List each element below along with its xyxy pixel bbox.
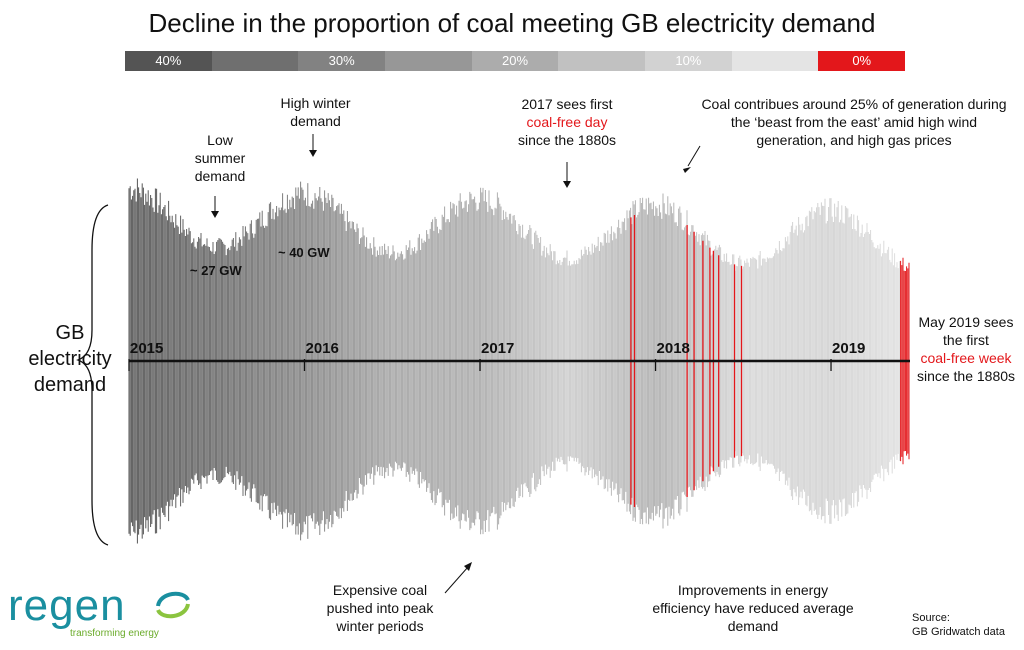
annotation-efficiency: Improvements in energy efficiency have r… [652,582,854,634]
legend-seg-6: 10% [645,51,732,71]
arrowhead-high-winter [309,150,317,157]
chart-title: Decline in the proportion of coal meetin… [148,8,876,38]
arrow-expensive-coal [444,566,469,594]
coal-free-day-pre: 2017 sees first [521,96,613,112]
arrowhead-coal-free-day [563,181,571,188]
x-tick-label: 2016 [306,340,339,357]
legend-seg-7 [731,51,819,71]
annotation-coal-free-day: 2017 sees first coal-free day since the … [497,95,637,149]
label-40gw: ~ 40 GW [278,245,330,260]
x-axis-ticks: 2015 2016 2017 2018 2019 [128,340,865,371]
source-line-1: Source: [912,612,950,624]
x-tick-label: 2017 [481,340,514,357]
legend-seg-0: 40% [125,51,212,71]
legend-seg-4: 20% [471,51,559,71]
legend-seg-5 [558,51,646,71]
annotation-arrows [211,134,701,594]
label-27gw: ~ 27 GW [190,263,242,278]
logo-wordmark: regen [8,581,126,630]
x-tick-label: 2018 [657,340,690,357]
color-scale-legend: 40% 30% 20% 10% 0% [125,51,906,71]
arrowhead-low-summer [211,211,219,218]
annotation-coal-free-week: May 2019 sees the first coal-free week s… [910,313,1022,385]
coal-free-week-pre: May 2019 sees the first [918,314,1014,348]
x-tick-label: 2015 [130,340,163,357]
annotation-high-winter: High winter demand [280,95,351,129]
legend-seg-1 [211,51,299,71]
arrowhead-beast [683,167,691,173]
source-note: Source: GB Gridwatch data [912,611,1005,639]
y-axis-label: GB electricity demand [28,322,112,396]
legend-seg-8: 0% [818,51,906,71]
regen-logo: regen transforming energy [8,581,193,642]
arrow-beast [687,145,701,167]
annotation-expensive-coal: Expensive coal pushed into peak winter p… [326,582,434,634]
logo-swirl-icon [156,591,190,619]
arrowhead-expensive-coal [464,562,472,571]
coal-free-day-post: since the 1880s [517,132,617,148]
source-line-2: GB Gridwatch data [912,626,1005,638]
coal-free-week-post: since the 1880s [916,368,1016,384]
annotation-low-summer: Low summer demand [194,132,246,184]
annotation-beast-from-east: Coal contribues around 25% of generation… [701,96,1007,148]
x-tick-label: 2019 [832,340,865,357]
legend-seg-3 [385,51,472,71]
coal-free-week-red: coal-free week [920,350,1012,366]
coal-free-day-red: coal-free day [526,114,608,130]
demand-brace [76,204,109,546]
logo-tagline: transforming energy [70,628,159,639]
legend-seg-2: 30% [298,51,386,71]
